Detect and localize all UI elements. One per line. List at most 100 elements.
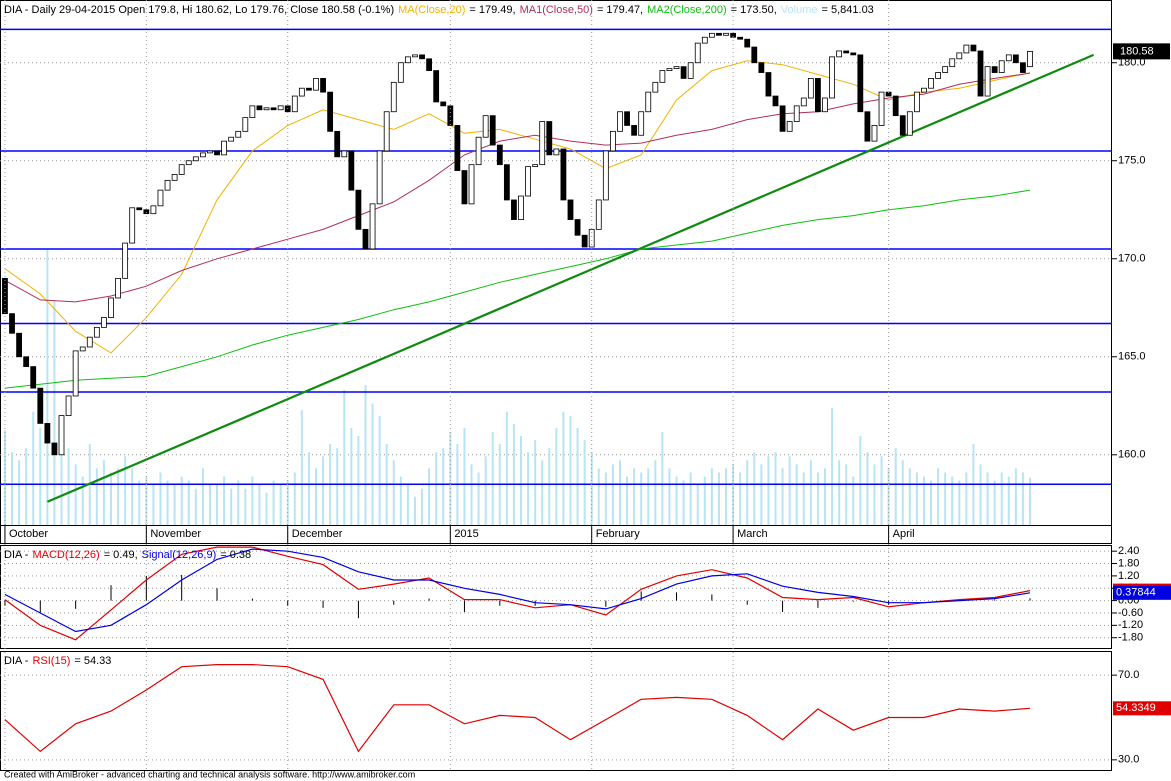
volume-bar [823, 468, 826, 525]
volume-bar [39, 427, 42, 525]
candle-body [270, 107, 277, 111]
candle-body [447, 105, 454, 126]
x-tick-label: March [737, 528, 768, 540]
volume-bar [272, 480, 275, 525]
panel [0, 664, 1112, 761]
candle-body [864, 111, 871, 142]
legend-entry: Volume [781, 4, 818, 16]
candle-body [532, 164, 539, 168]
volume-bar [965, 472, 968, 525]
volume-bar [74, 464, 77, 525]
volume-bar [774, 452, 777, 525]
candle-body [433, 70, 440, 103]
candle-body [574, 219, 581, 236]
volume-bar [732, 464, 735, 525]
panel [0, 546, 1112, 641]
candle-body [779, 105, 786, 132]
volume-bar [604, 472, 607, 525]
candle-body [65, 395, 72, 416]
volume-bar [449, 431, 452, 525]
candle-body [263, 107, 270, 111]
volume-bar [746, 460, 749, 525]
candle-body [412, 54, 418, 58]
candle-body [291, 95, 298, 113]
legend-title: DIA - [4, 655, 29, 667]
x-tick-label: November [150, 528, 201, 540]
candle-body [369, 203, 376, 250]
volume-bar [534, 440, 537, 525]
volume-bar [859, 436, 862, 525]
volume-bar [675, 476, 678, 525]
volume-bar [520, 436, 523, 525]
candle-body [454, 125, 461, 171]
legend: DIA - MACD(12,26) = 0.49, Signal(12,26,9) = … [4, 549, 251, 561]
candle-body [970, 44, 977, 52]
candle-body [701, 36, 708, 44]
volume-bar [166, 480, 169, 525]
volume-bar [3, 430, 6, 525]
legend-value: = 0.38 [220, 549, 251, 561]
candle-body [1020, 62, 1026, 73]
y-tick-label: 70.0 [1118, 669, 1139, 681]
volume-bar [378, 415, 381, 525]
candle-body [737, 36, 744, 40]
candle-body [397, 62, 404, 83]
candle-body [86, 336, 93, 348]
candle-body [313, 78, 319, 91]
volume-bar [81, 476, 84, 525]
candle-body [708, 32, 715, 38]
volume-bar [364, 385, 367, 525]
legend-value: = 54.33 [74, 655, 111, 667]
volume-bar [618, 460, 621, 525]
candle-body [659, 70, 666, 83]
volume-bar [102, 460, 105, 525]
volume-bar [314, 468, 317, 525]
candle-body [9, 313, 15, 334]
volume-bar [201, 468, 204, 525]
legend-entry: MA1(Close,50) [520, 4, 593, 16]
candle-body [913, 91, 920, 113]
candle-body [906, 111, 913, 136]
volume-bar [611, 464, 614, 525]
volume-bar [682, 480, 685, 525]
volume-bar [647, 468, 650, 525]
volume-bar [357, 436, 360, 525]
candle-body [482, 115, 489, 138]
volume-bar [343, 389, 346, 525]
candle-body [185, 160, 192, 166]
candle-body [93, 326, 100, 338]
candle-body [192, 156, 199, 162]
volume-bar [152, 484, 155, 525]
volume-bar [816, 472, 819, 525]
volume-bar [633, 468, 636, 525]
y-tick-label: -1.20 [1118, 619, 1143, 631]
candle-body [129, 207, 136, 244]
legend-value: = 173.50, [731, 4, 777, 16]
volume-bar [180, 476, 183, 525]
candle-body [800, 97, 807, 107]
candle-body [687, 62, 694, 79]
legend: DIA - Daily 29-04-2015 Open 179.8, Hi 18… [4, 4, 874, 16]
last-value-label: 180.58 [1120, 45, 1154, 57]
y-tick-label: 175.0 [1118, 155, 1146, 167]
volume-bar [922, 476, 925, 525]
volume-bar [555, 427, 558, 525]
legend-value: = 179.49, [469, 4, 515, 16]
volume-bar [60, 427, 63, 525]
volume-bar [668, 468, 671, 525]
candle-body [878, 91, 885, 126]
candle-body [673, 66, 680, 70]
volume-bar [322, 456, 325, 525]
volume-bar [795, 464, 798, 525]
volume-bar [569, 415, 572, 525]
candle-body [581, 234, 588, 248]
candle-body [348, 150, 355, 191]
candle-body [921, 87, 927, 93]
volume-bar [307, 452, 310, 525]
legend-entry: MACD(12,26) [32, 549, 99, 561]
volume-bar [95, 468, 98, 525]
volume-bar [159, 472, 162, 525]
candle-body [815, 78, 821, 113]
volume-bar [67, 448, 70, 525]
candle-body [977, 50, 984, 97]
